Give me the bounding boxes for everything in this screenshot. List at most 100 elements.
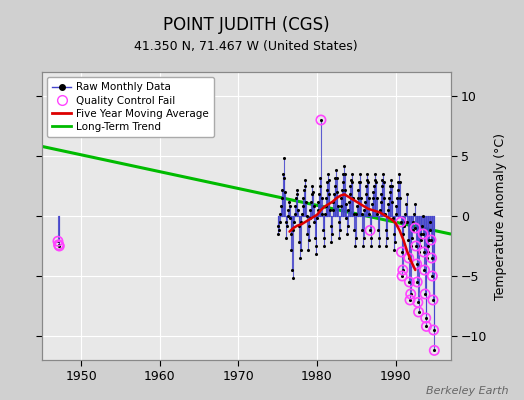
Point	[338, 186, 346, 193]
Point	[381, 227, 390, 234]
Point	[418, 222, 426, 229]
Point	[405, 255, 413, 261]
Point	[430, 347, 439, 354]
Point	[422, 323, 431, 330]
Point	[402, 201, 410, 207]
Point	[425, 227, 434, 234]
Point	[428, 255, 436, 261]
Point	[358, 227, 366, 234]
Point	[364, 179, 373, 186]
Point	[352, 234, 360, 241]
Point	[409, 227, 417, 234]
Point	[392, 203, 400, 210]
Point	[314, 198, 323, 205]
Point	[330, 191, 339, 198]
Point	[300, 186, 308, 193]
Point	[357, 210, 366, 217]
Point	[324, 171, 332, 177]
Point	[337, 195, 345, 201]
Point	[355, 171, 364, 177]
Point	[325, 191, 334, 198]
Point	[410, 201, 419, 207]
Text: 41.350 N, 71.467 W (United States): 41.350 N, 71.467 W (United States)	[135, 40, 358, 53]
Point	[346, 191, 354, 198]
Point	[419, 231, 427, 237]
Point	[409, 219, 418, 225]
Point	[291, 210, 299, 217]
Point	[414, 309, 423, 315]
Point	[417, 231, 425, 237]
Point	[371, 171, 379, 177]
Point	[332, 167, 340, 174]
Point	[399, 231, 408, 237]
Point	[308, 183, 316, 189]
Point	[384, 207, 392, 213]
Point	[54, 242, 63, 248]
Point	[334, 203, 342, 210]
Point	[416, 243, 424, 249]
Point	[279, 171, 287, 177]
Point	[421, 291, 429, 297]
Point	[426, 219, 434, 225]
Point	[303, 231, 311, 237]
Point	[380, 195, 389, 201]
Point	[413, 299, 422, 306]
Point	[423, 255, 431, 261]
Point	[423, 249, 432, 255]
Point	[307, 198, 315, 205]
Point	[396, 195, 405, 201]
Point	[390, 246, 398, 253]
Point	[318, 210, 326, 217]
Point	[366, 227, 374, 234]
Point	[399, 267, 407, 273]
Point	[347, 177, 355, 183]
Point	[377, 191, 386, 198]
Point	[389, 215, 397, 222]
Point	[354, 195, 362, 201]
Point	[372, 179, 380, 186]
Point	[419, 231, 427, 237]
Point	[378, 183, 386, 189]
Point	[282, 219, 290, 225]
Point	[347, 171, 356, 177]
Point	[394, 179, 402, 186]
Point	[311, 251, 320, 258]
Y-axis label: Temperature Anomaly (°C): Temperature Anomaly (°C)	[494, 132, 507, 300]
Point	[294, 207, 302, 213]
Point	[322, 195, 331, 201]
Point	[283, 213, 292, 219]
Point	[356, 179, 365, 186]
Point	[317, 117, 325, 123]
Point	[403, 219, 411, 225]
Point	[424, 243, 433, 249]
Point	[362, 191, 370, 198]
Point	[361, 198, 369, 205]
Point	[384, 201, 392, 207]
Point	[393, 195, 401, 201]
Point	[385, 195, 394, 201]
Point	[334, 219, 343, 225]
Point	[318, 195, 326, 201]
Point	[283, 222, 291, 229]
Point	[54, 242, 63, 248]
Point	[287, 231, 295, 237]
Point	[349, 195, 357, 201]
Point	[405, 255, 413, 261]
Point	[302, 198, 310, 205]
Point	[276, 219, 284, 225]
Point	[413, 299, 422, 306]
Point	[413, 279, 421, 285]
Point	[305, 222, 313, 229]
Point	[411, 225, 420, 231]
Point	[343, 231, 351, 237]
Point	[399, 267, 407, 273]
Point	[386, 183, 395, 189]
Point	[289, 227, 298, 234]
Point	[398, 273, 406, 279]
Point	[302, 213, 311, 219]
Point	[342, 201, 350, 207]
Point	[370, 177, 379, 183]
Point	[303, 246, 312, 253]
Point	[420, 267, 429, 273]
Point	[298, 210, 306, 217]
